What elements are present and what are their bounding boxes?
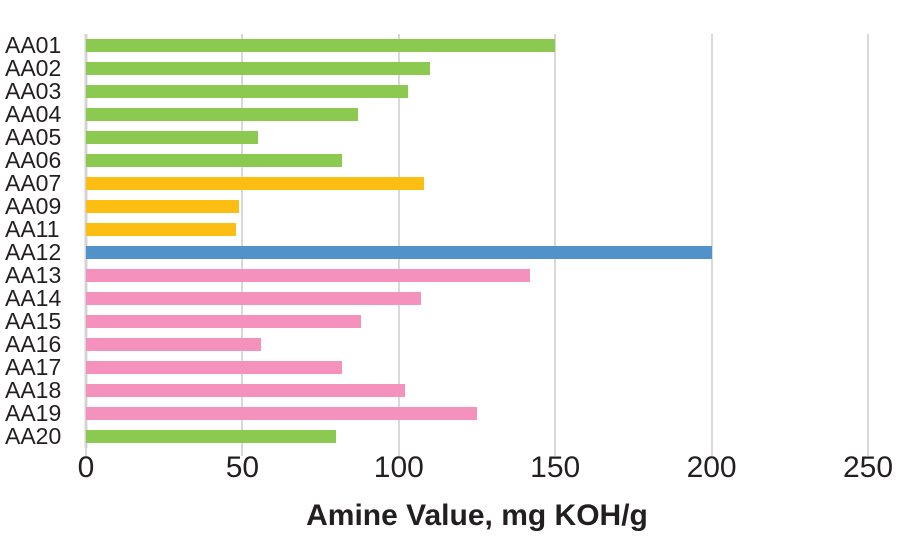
gridline xyxy=(867,34,869,448)
bar-row xyxy=(86,402,868,425)
bar-aa16 xyxy=(86,338,262,351)
x-tick-label: 50 xyxy=(225,451,260,484)
bar-aa17 xyxy=(86,361,343,374)
bar-aa19 xyxy=(86,407,477,420)
bar-row xyxy=(86,241,868,264)
bar-aa13 xyxy=(86,269,531,282)
bar-row xyxy=(86,80,868,103)
x-axis-tick xyxy=(397,448,400,456)
x-axis-tick xyxy=(241,448,244,456)
gridline xyxy=(554,34,557,448)
bar-row xyxy=(86,264,868,287)
category-label: AA03 xyxy=(5,78,62,104)
bar-aa12 xyxy=(86,246,712,259)
bar-row xyxy=(86,34,868,57)
gridline xyxy=(397,34,400,448)
category-label: AA13 xyxy=(5,262,62,288)
x-axis-title: Amine Value, mg KOH/g xyxy=(306,499,648,532)
category-label: AA02 xyxy=(5,55,62,81)
x-tick-label: 250 xyxy=(842,451,894,484)
bar-aa15 xyxy=(86,315,362,328)
bar-aa18 xyxy=(86,384,406,397)
category-label: AA17 xyxy=(5,354,62,380)
bar-aa06 xyxy=(86,154,343,167)
bar-row xyxy=(86,287,868,310)
x-tick-label: 150 xyxy=(530,451,581,484)
y-axis-line xyxy=(84,34,88,448)
bar-aa05 xyxy=(86,131,259,144)
category-label: AA14 xyxy=(5,285,62,311)
bar-row xyxy=(86,333,868,356)
bar-row xyxy=(86,356,868,379)
bar-aa09 xyxy=(86,200,240,213)
bar-row xyxy=(86,57,868,80)
bar-row xyxy=(86,103,868,126)
category-label: AA05 xyxy=(5,124,62,150)
category-label: AA18 xyxy=(5,377,62,403)
category-label: AA04 xyxy=(5,101,62,127)
gridline xyxy=(241,34,244,448)
bar-aa11 xyxy=(86,223,237,236)
category-label: AA06 xyxy=(5,147,62,173)
x-tick-label: 100 xyxy=(373,451,424,484)
category-label: AA20 xyxy=(5,423,62,449)
bar-aa03 xyxy=(86,85,409,98)
category-label: AA12 xyxy=(5,239,62,265)
x-axis-tick xyxy=(710,448,713,456)
bar-row xyxy=(86,425,868,448)
bar-row xyxy=(86,310,868,333)
x-tick-label: 0 xyxy=(77,451,95,484)
bar-aa02 xyxy=(86,62,431,75)
plot-area xyxy=(84,34,869,456)
category-label: AA09 xyxy=(5,193,62,219)
category-label: AA15 xyxy=(5,308,62,334)
bar-aa20 xyxy=(86,430,337,443)
category-label: AA01 xyxy=(5,32,62,58)
bar-row xyxy=(86,172,868,195)
category-label: AA07 xyxy=(5,170,62,196)
category-label: AA11 xyxy=(5,216,60,242)
bar-row xyxy=(86,379,868,402)
x-axis-tick xyxy=(867,448,869,456)
category-label: AA16 xyxy=(5,331,62,357)
gridline xyxy=(710,34,713,448)
bar-row xyxy=(86,195,868,218)
x-axis-tick xyxy=(554,448,557,456)
bar-aa14 xyxy=(86,292,421,305)
y-axis-labels: AA01 AA02 AA03 AA04 AA05 AA06 AA07 AA09 AA11 AA12… xyxy=(0,34,82,448)
bar-row xyxy=(86,149,868,172)
bar-row xyxy=(86,126,868,149)
category-label: AA19 xyxy=(5,400,62,426)
bar-aa07 xyxy=(86,177,424,190)
bar-aa01 xyxy=(86,39,556,52)
bar-row xyxy=(86,218,868,241)
x-axis-tick xyxy=(85,448,87,456)
x-tick-label: 200 xyxy=(686,451,737,484)
bar-aa04 xyxy=(86,108,359,121)
